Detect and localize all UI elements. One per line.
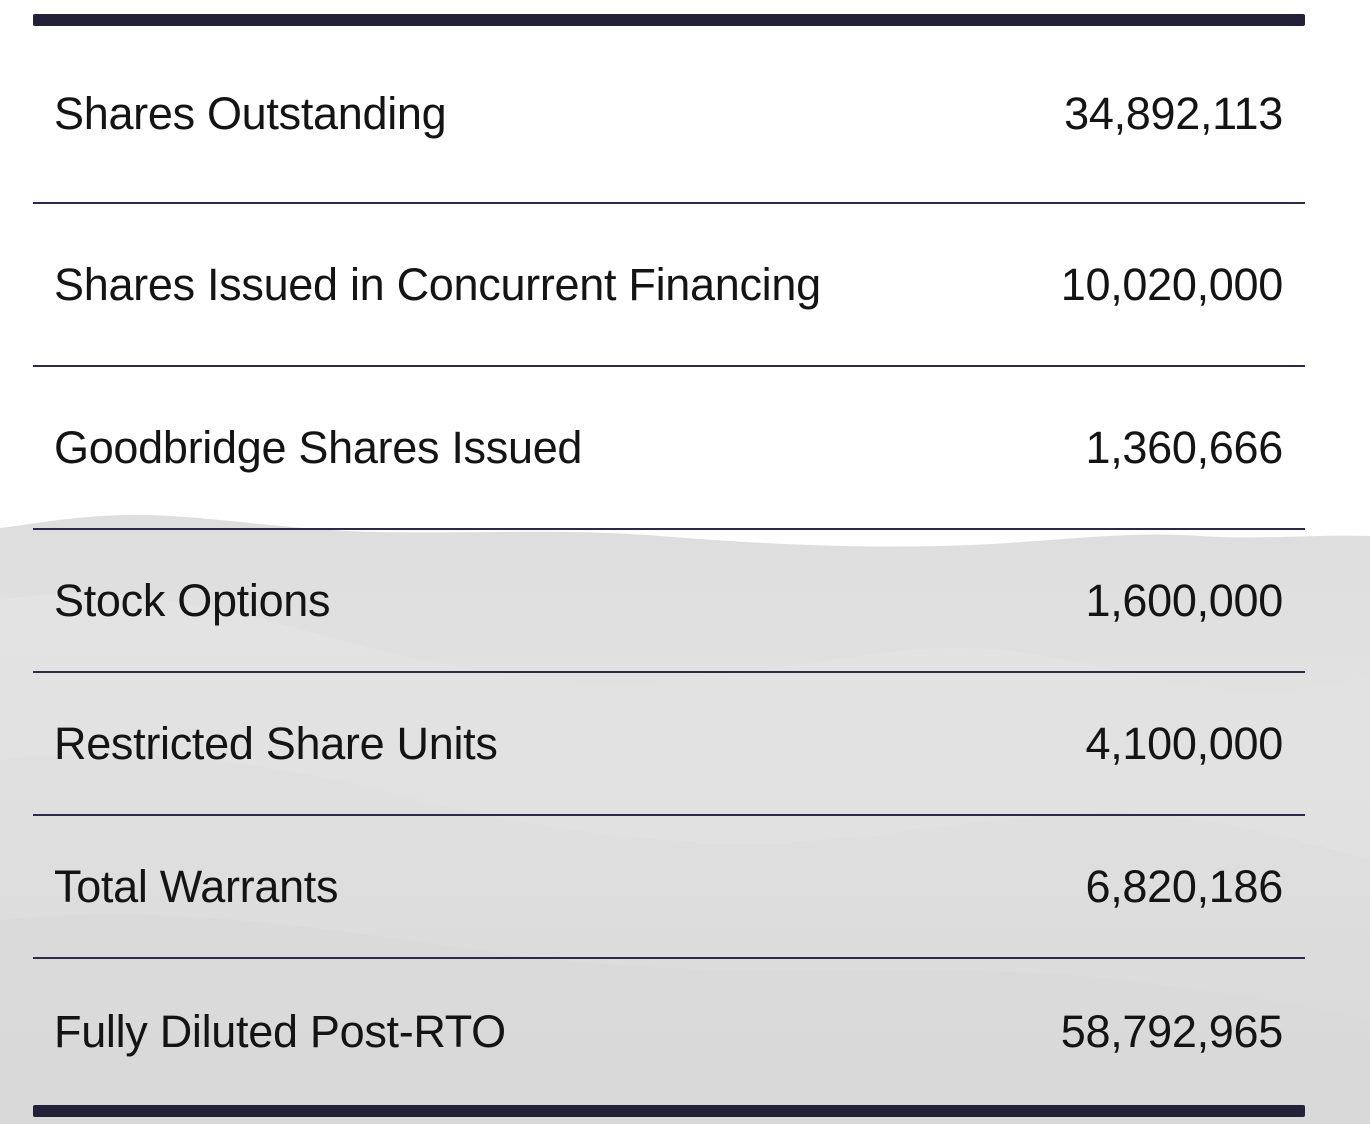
row-divider	[33, 671, 1305, 673]
table-row-total-warrants: Total Warrants 6,820,186	[33, 816, 1305, 957]
row-value: 1,360,666	[1085, 421, 1284, 473]
row-label: Shares Issued in Concurrent Financing	[54, 258, 821, 310]
row-label: Fully Diluted Post-RTO	[54, 1006, 506, 1057]
table-row-restricted-share-units: Restricted Share Units 4,100,000	[33, 673, 1305, 814]
row-value: 1,600,000	[1085, 574, 1284, 626]
row-divider	[33, 365, 1305, 367]
row-value: 58,792,965	[1060, 1006, 1284, 1057]
row-label: Restricted Share Units	[54, 717, 498, 769]
row-divider	[33, 814, 1305, 816]
table-row-goodbridge-shares: Goodbridge Shares Issued 1,360,666	[33, 367, 1305, 528]
row-value: 6,820,186	[1085, 860, 1284, 912]
row-value: 4,100,000	[1085, 717, 1284, 769]
row-divider	[33, 202, 1305, 204]
row-divider	[33, 957, 1305, 959]
row-value: 34,892,113	[1064, 88, 1283, 139]
table-bottom-rule	[33, 1105, 1305, 1117]
row-label: Stock Options	[54, 574, 331, 626]
row-label: Total Warrants	[54, 860, 339, 912]
row-value: 10,020,000	[1060, 258, 1284, 310]
table-row-fully-diluted: Fully Diluted Post-RTO 58,792,965	[33, 959, 1305, 1105]
table-row-shares-outstanding: Shares Outstanding 34,892,113	[33, 26, 1305, 202]
share-structure-table: Shares Outstanding 34,892,113 Shares Iss…	[33, 14, 1305, 1117]
row-label: Goodbridge Shares Issued	[54, 421, 583, 473]
table-top-rule	[33, 14, 1305, 26]
row-divider	[33, 528, 1305, 530]
table-row-concurrent-financing: Shares Issued in Concurrent Financing 10…	[33, 204, 1305, 365]
row-label: Shares Outstanding	[54, 88, 447, 139]
table-row-stock-options: Stock Options 1,600,000	[33, 530, 1305, 671]
